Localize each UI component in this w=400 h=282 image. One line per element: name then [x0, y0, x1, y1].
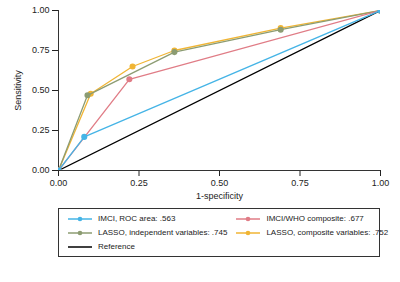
svg-text:0.75: 0.75 [32, 45, 50, 55]
html-text:IMCI/WHO composite: .677: IMCI/WHO composite: .677 [266, 214, 364, 223]
html-text:IMCI, ROC area: .563: IMCI, ROC area: .563 [98, 214, 176, 223]
svg-text:1.00: 1.00 [372, 178, 390, 188]
svg-text:Sensitivity: Sensitivity [13, 70, 23, 111]
svg-text:1-specificity: 1-specificity [196, 191, 244, 201]
html-text:LASSO, composite variables: .7: LASSO, composite variables: .752 [266, 228, 389, 237]
svg-text:1.00: 1.00 [32, 5, 50, 15]
svg-text:0.00: 0.00 [50, 178, 68, 188]
svg-text:0.50: 0.50 [32, 85, 50, 95]
svg-text:0.25: 0.25 [130, 178, 148, 188]
html-text:LASSO, independent variables:: LASSO, independent variables: .745 [98, 228, 228, 237]
html-text:Reference: Reference [98, 242, 135, 251]
svg-text:0.75: 0.75 [291, 178, 309, 188]
svg-text:0.00: 0.00 [32, 165, 50, 175]
svg-text:0.25: 0.25 [32, 125, 50, 135]
svg-text:0.50: 0.50 [211, 178, 229, 188]
